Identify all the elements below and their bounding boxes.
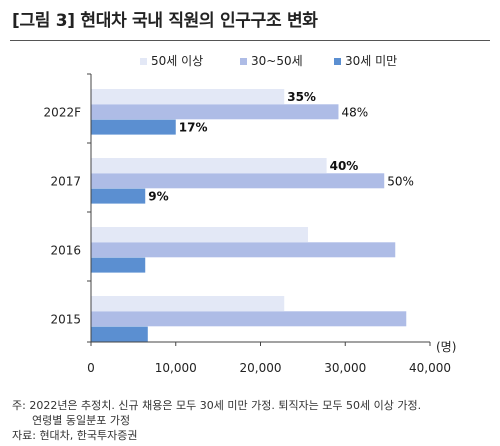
source-line: 자료: 현대차, 한국투자증권 [12, 429, 138, 442]
category-label-2015: 2015 [50, 312, 81, 326]
data-label-2022f-series-0: 35% [287, 90, 316, 104]
data-label-2022f-series-2: 17% [179, 121, 208, 135]
bar-2022f-series-1 [91, 104, 339, 120]
data-label-2017-series-1: 50% [387, 174, 414, 188]
note-line-1: 주: 2022년은 추정치. 신규 채용은 모두 30세 미만 가정. 퇴직자는… [12, 399, 422, 412]
legend-swatch-1 [240, 58, 247, 65]
category-label-2016: 2016 [50, 243, 81, 257]
legend-label-0: 50세 이상 [151, 54, 203, 68]
figure-title: [그림 3] 현대차 국내 직원의 인구구조 변화 [12, 11, 318, 31]
legend-swatch-0 [140, 58, 147, 65]
category-label-2022f: 2022F [44, 105, 82, 119]
bar-2017-series-1 [91, 173, 385, 189]
unit-label: (명) [436, 340, 456, 354]
figure-notes: 주: 2022년은 추정치. 신규 채용은 모두 30세 미만 가정. 퇴직자는… [12, 398, 492, 443]
bar-2015-series-2 [91, 326, 148, 342]
x-tick-label-1: 10,000 [155, 361, 197, 375]
bar-2022f-series-0 [91, 89, 285, 104]
bar-2016-series-0 [91, 227, 308, 242]
bar-2016-series-2 [91, 257, 146, 273]
x-tick-label-2: 20,000 [240, 361, 282, 375]
data-label-2017-series-2: 9% [148, 190, 168, 204]
legend-label-2: 30세 미만 [345, 54, 397, 68]
legend-label-1: 30~50세 [251, 54, 303, 68]
x-tick-label-0: 0 [87, 361, 95, 375]
data-label-2022f-series-1: 48% [341, 105, 368, 119]
bar-2017-series-2 [91, 188, 146, 204]
bar-2022f-series-2 [91, 119, 176, 135]
bar-2016-series-1 [91, 242, 396, 258]
legend-swatch-2 [334, 58, 341, 65]
note-line-2: 연령별 동일분포 가정 [32, 414, 131, 427]
bar-2015-series-1 [91, 311, 407, 327]
title-divider [10, 40, 490, 41]
bar-2017-series-0 [91, 158, 327, 173]
x-tick-label-4: 40,000 [409, 361, 451, 375]
bar-chart: 50세 이상 30~50세 30세 미만 35% 48% 17% 2022F 40% 50% 9%… [44, 54, 457, 375]
category-label-2017: 2017 [50, 174, 81, 188]
data-label-2017-series-0: 40% [330, 159, 359, 173]
x-tick-label-3: 30,000 [324, 361, 366, 375]
bar-2015-series-0 [91, 296, 285, 311]
